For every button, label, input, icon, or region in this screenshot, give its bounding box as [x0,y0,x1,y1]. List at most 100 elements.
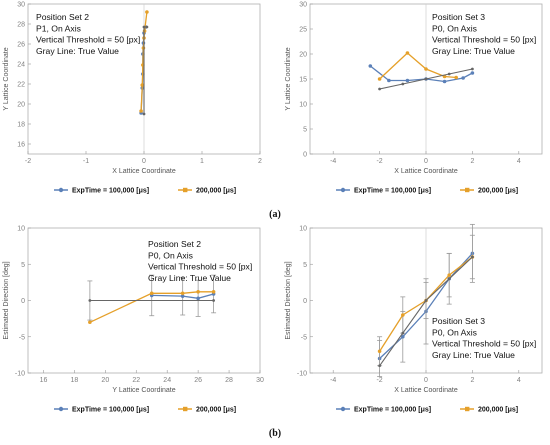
data-point-orange [377,77,382,81]
data-point-gray [142,25,146,29]
annotation-line: Gray Line: True Value [148,273,231,283]
data-point-orange [140,83,145,87]
legend-label-200000: 200,000 [μs] [478,188,518,195]
y-tick-label: 28 [17,22,25,29]
legend-label-200000: 200,000 [μs] [196,407,236,414]
annotation-line: Gray Line: True Value [432,46,515,56]
y-tick-label: 24 [17,62,25,69]
legend-b-left: ExpTime = 100,000 [μs] 200,000 [μs] [54,407,236,414]
annotation-line: Vertical Threshold = 50 [px] [432,35,536,45]
y-tick-label: -5 [19,334,25,341]
data-point-orange [447,273,452,277]
y-tick-label: 22 [17,82,25,89]
data-point-gray [401,331,405,335]
x-tick-label: 2 [470,377,474,384]
legend-label-exptime: ExpTime = 100,000 [μs] [72,407,149,414]
y-tick-label: 25 [299,27,307,34]
y-tick-label: 16 [17,142,25,149]
data-point-orange [405,51,410,55]
annotation-line: P0, On Axis [432,23,477,33]
x-tick-label: 24 [163,377,171,384]
annotation-line: Vertical Threshold = 50 [px] [36,35,140,45]
annotation-line: Position Set 2 [36,12,89,22]
legend-marker-blue [340,406,346,412]
x-tick-label: 4 [517,377,521,384]
y-tick-label: 5 [303,127,307,134]
series-line-gray [143,26,147,114]
x-tick-label: 0 [424,377,428,384]
data-point-orange [180,291,185,296]
annotation-line: P1, On Axis [36,23,81,33]
data-point-gray [424,77,428,81]
y-tick-label: 30 [299,2,307,9]
data-point-blue [196,296,200,301]
x-tick-label: -2 [376,158,382,165]
y-tick-label: 30 [17,2,25,9]
x-tick-label: 26 [194,377,202,384]
y-tick-label: 20 [17,102,25,109]
data-point-blue [405,78,410,83]
x-tick-label: 4 [517,158,521,165]
data-point-gray [378,364,381,368]
x-tick-label: 2 [258,158,262,165]
y-tick-label: 26 [17,42,25,49]
legend-label-exptime: ExpTime = 100,000 [μs] [354,188,431,195]
data-point-blue [368,64,373,68]
data-point-orange [211,290,216,294]
data-point-blue [470,71,475,75]
data-point-orange [139,109,143,113]
data-point-gray [424,299,428,302]
data-point-gray [471,255,474,259]
data-point-gray [447,277,451,281]
data-point-orange [88,320,92,325]
x-tick-label: -2 [376,377,382,384]
y-tick-label: 5 [303,262,307,269]
y-tick-label: 10 [299,226,307,233]
y-tick-label: 18 [17,122,25,129]
y-tick-label: 10 [17,226,25,233]
data-point-blue [387,78,391,83]
x-axis-label: X Lattice Coordinate [394,387,458,394]
data-point-blue [401,334,405,339]
x-tick-label: 0 [142,158,146,165]
data-point-gray [471,67,474,71]
legend-marker-orange [465,406,470,412]
x-tick-label: 28 [225,377,233,384]
x-tick-label: 18 [71,377,79,384]
annotation-line: Gray Line: True Value [432,350,515,360]
legend-marker-orange [465,187,470,193]
annotation-line: Vertical Threshold = 50 [px] [432,339,536,349]
data-point-gray [447,72,451,76]
annotation-line: Position Set 3 [432,12,485,22]
y-axis-label: Estimated Direction [deg] [285,261,292,339]
y-tick-label: -10 [297,371,307,378]
y-tick-label: 10 [299,102,307,109]
annotation-line: Position Set 2 [148,239,201,249]
data-point-orange [142,29,147,33]
data-point-gray [378,87,381,91]
x-tick-label: -2 [25,158,31,165]
panel-label-b: (b) [269,428,281,439]
data-point-gray [142,112,146,116]
chart-b-right: -4 -2 0 2 4 -10 -5 0 5 10 X Lattice Coordinate Esti… [285,223,543,394]
y-tick-label: 5 [21,262,25,269]
data-point-orange [145,10,149,14]
data-point-gray [212,299,216,302]
data-point-orange [401,313,405,317]
x-tick-label: -4 [330,158,336,165]
y-axis-label: Y Lattice Coordinate [3,47,10,110]
x-tick-label: 16 [40,377,48,384]
x-tick-label: 30 [256,377,264,384]
annotation-line: P0, On Axis [432,327,477,337]
x-axis-label: X Lattice Coordinate [394,168,458,175]
legend-label-200000: 200,000 [μs] [478,407,518,414]
chart-a-left: -2 -1 0 1 2 16 18 20 22 24 26 28 30 X Lattice Coordin… [3,2,262,176]
data-point-orange [377,349,382,354]
x-tick-label: -4 [330,377,336,384]
x-axis-label: X Lattice Coordinate [112,168,176,175]
y-tick-label: -5 [301,334,307,341]
x-tick-label: 22 [132,377,140,384]
y-tick-label: 0 [21,298,25,305]
